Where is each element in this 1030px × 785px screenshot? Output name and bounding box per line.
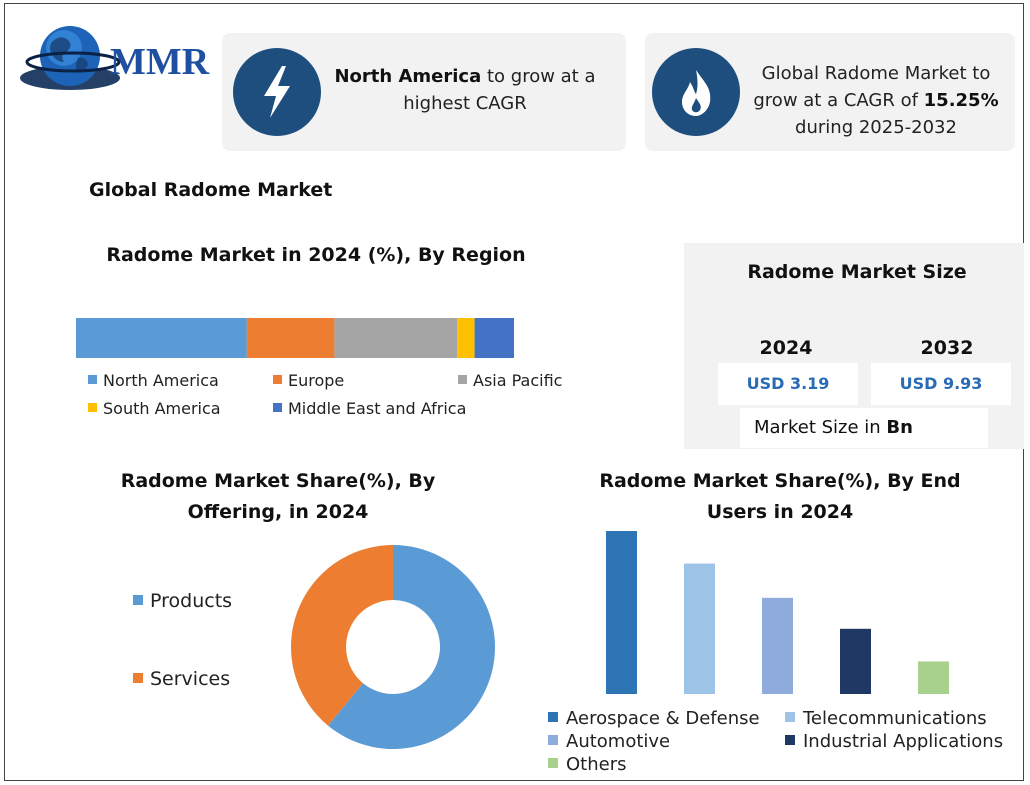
region-legend: North America Europe Asia Pacific South … bbox=[88, 371, 568, 427]
legend-item-automotive: Automotive bbox=[548, 731, 670, 752]
legend-item-services: Services bbox=[133, 668, 230, 690]
legend-item-telecommunications: Telecommunications bbox=[785, 708, 987, 729]
region-segment-asia-pacific bbox=[334, 318, 458, 358]
enduser-chart-title: Radome Market Share(%), By End Users in … bbox=[599, 470, 961, 523]
highlight-card-cagr: Global Radome Market to grow at a CAGR o… bbox=[645, 33, 1015, 151]
region-segment-north-america bbox=[76, 318, 247, 358]
offering-chart-title: Radome Market Share(%), By Offering, in … bbox=[120, 470, 436, 523]
legend-item-north-america: North America bbox=[88, 371, 219, 390]
highlight-card-north-america: North America to grow at a highest CAGR bbox=[222, 33, 626, 151]
region-segment-south-america bbox=[457, 318, 475, 358]
region-stacked-bar bbox=[76, 318, 514, 358]
bar-telecommunications bbox=[684, 563, 715, 694]
bar-others bbox=[918, 661, 949, 694]
region-segment-middle-east-and-africa bbox=[474, 318, 514, 358]
bar-aerospace-defense bbox=[606, 531, 637, 694]
globe-icon bbox=[20, 26, 121, 90]
enduser-legend: Aerospace & Defense Telecommunications A… bbox=[548, 708, 1008, 778]
legend-item-industrial-applications: Industrial Applications bbox=[785, 731, 1003, 752]
year-2024: 2024 bbox=[759, 337, 813, 359]
highlight-text: Global Radome Market to grow at a CAGR o… bbox=[753, 63, 999, 138]
value-2032: USD 9.93 bbox=[871, 363, 1011, 405]
section-title: Global Radome Market bbox=[89, 179, 333, 201]
region-segment-europe bbox=[246, 318, 335, 358]
year-2032: 2032 bbox=[920, 337, 974, 359]
offering-donut-chart bbox=[291, 545, 495, 749]
donut-slice-services bbox=[291, 545, 393, 726]
legend-item-products: Products bbox=[133, 590, 232, 612]
region-chart-title: Radome Market in 2024 (%), By Region bbox=[106, 244, 526, 266]
legend-item-asia-pacific: Asia Pacific bbox=[458, 371, 562, 390]
bar-industrial-applications bbox=[840, 628, 871, 694]
legend-item-south-america: South America bbox=[88, 399, 221, 418]
logo-text: MMR bbox=[110, 41, 210, 83]
highlight-text: North America to grow at a highest CAGR bbox=[334, 66, 596, 114]
bar-automotive bbox=[762, 597, 793, 694]
market-size-title: Radome Market Size bbox=[747, 261, 967, 283]
donut-slice-products bbox=[327, 545, 495, 749]
lightning-icon bbox=[233, 48, 321, 136]
market-size-panel: Radome Market Size 2024 2032 USD 3.19 US… bbox=[684, 243, 1024, 449]
legend-item-others: Others bbox=[548, 754, 627, 775]
legend-item-europe: Europe bbox=[273, 371, 344, 390]
flame-icon bbox=[652, 48, 740, 136]
legend-item-aerospace-defense: Aerospace & Defense bbox=[548, 708, 760, 729]
mmr-logo: MMR bbox=[18, 18, 218, 98]
legend-item-middle-east-africa: Middle East and Africa bbox=[273, 399, 466, 418]
value-2024: USD 3.19 bbox=[718, 363, 858, 405]
market-size-unit: Market Size in Bn bbox=[740, 408, 988, 448]
enduser-bar-chart bbox=[606, 531, 949, 694]
